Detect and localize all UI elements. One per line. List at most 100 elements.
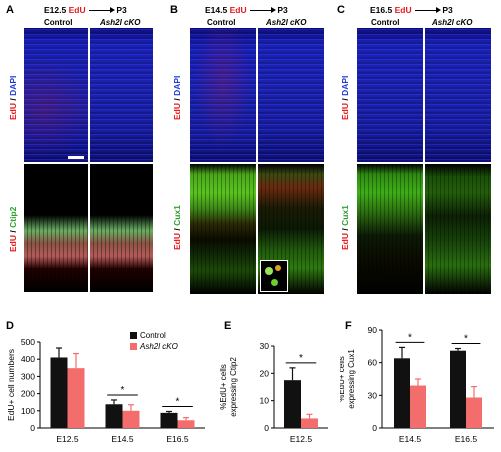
stain-edu: EdU xyxy=(340,103,350,120)
column-label-cko: Ash2l cKO xyxy=(100,18,141,27)
bar-control xyxy=(160,412,178,428)
arrow-icon xyxy=(249,7,276,14)
significance-star: * xyxy=(464,334,468,345)
y-tick-label: 60 xyxy=(368,358,378,368)
timeline-marker: EdU xyxy=(394,5,412,15)
x-tick-label: E12.5 xyxy=(290,434,312,444)
stain-sep: / xyxy=(8,95,18,103)
stain-marker: Cux1 xyxy=(340,205,350,226)
stain-sep: / xyxy=(8,227,18,235)
timeline-start: E12.5 xyxy=(44,5,67,15)
stain-edu: EdU xyxy=(8,103,18,120)
y-tick-label: 0 xyxy=(264,423,269,433)
y-tick-label: 500 xyxy=(21,337,35,347)
timeline-marker: EdU xyxy=(229,5,247,15)
x-tick-label: E16.5 xyxy=(455,434,477,444)
micrograph-c-cko-dapi xyxy=(425,28,491,162)
timeline-start: E16.5 xyxy=(370,5,393,15)
panel-letter-a: A xyxy=(6,4,14,16)
timeline-c: E16.5 EdU P3 xyxy=(370,5,453,15)
significance-star: * xyxy=(408,332,412,343)
bar-control xyxy=(284,380,301,428)
timeline-b: E14.5 EdU P3 xyxy=(205,5,288,15)
inset-cell xyxy=(275,265,281,271)
micrograph-b-control-cux1 xyxy=(190,164,256,294)
panel-letter-b: B xyxy=(170,4,178,16)
stain-edu: EdU xyxy=(172,233,182,250)
legend-label: Control xyxy=(140,331,166,340)
column-label-cko: Ash2l cKO xyxy=(266,18,307,27)
x-tick-label: E12.5 xyxy=(56,434,78,444)
y-axis-label: %EdU+ cells xyxy=(219,364,228,410)
scale-bar xyxy=(68,156,84,159)
panel-letter-f: F xyxy=(345,320,352,332)
timeline-end: P3 xyxy=(442,5,453,15)
timeline-end: P3 xyxy=(277,5,288,15)
stain-sep: / xyxy=(340,225,350,233)
stain-label-bottom: EdU / Cux1 xyxy=(172,205,182,250)
bar-cko xyxy=(177,420,195,428)
y-tick-label: 30 xyxy=(368,390,378,400)
timeline-a: E12.5 EdU P3 xyxy=(44,5,127,15)
y-axis-label: expressing Ctip2 xyxy=(229,357,238,417)
column-label-control: Control xyxy=(371,18,400,27)
significance-star: * xyxy=(176,396,180,407)
inset-cell xyxy=(265,267,273,275)
micrograph-a-control-dapi xyxy=(24,28,88,162)
y-tick-label: 300 xyxy=(21,371,35,381)
y-axis-label: %EdU+ cells xyxy=(340,356,346,402)
timeline-start: E14.5 xyxy=(205,5,228,15)
y-tick-label: 0 xyxy=(372,423,377,433)
bar-cko xyxy=(67,368,85,428)
stain-sep: / xyxy=(172,95,182,103)
micrograph-c-cko-cux1 xyxy=(425,164,491,294)
y-tick-label: 0 xyxy=(30,423,35,433)
panel-letter-d: D xyxy=(6,320,14,332)
micrograph-b-cko-dapi xyxy=(258,28,324,162)
panel-letter-e: E xyxy=(224,320,232,332)
x-tick-label: E14.5 xyxy=(111,434,133,444)
y-tick-label: 400 xyxy=(21,354,35,364)
significance-star: * xyxy=(299,353,303,364)
stain-label-top: EdU / DAPI xyxy=(8,76,18,120)
stain-label-top: EdU / DAPI xyxy=(172,76,182,120)
y-axis-label: expressing Cux1 xyxy=(347,349,356,409)
arrow-icon xyxy=(88,7,115,14)
y-tick-label: 200 xyxy=(21,389,35,399)
micrograph-c-control-cux1 xyxy=(357,164,423,294)
stain-dapi: DAPI xyxy=(172,75,182,96)
y-tick-label: 30 xyxy=(260,341,270,351)
stain-marker: Ctip2 xyxy=(8,206,18,228)
column-label-control: Control xyxy=(44,18,73,27)
x-tick-label: E16.5 xyxy=(166,434,188,444)
stain-edu: EdU xyxy=(172,103,182,120)
y-tick-label: 20 xyxy=(260,368,270,378)
stain-edu: EdU xyxy=(8,235,18,252)
stain-marker: Cux1 xyxy=(172,205,182,226)
y-axis-label: EdU+ cell numbers xyxy=(6,349,16,421)
column-label-cko: Ash2l cKO xyxy=(432,18,473,27)
inset-zoom xyxy=(260,260,288,292)
bar-cko xyxy=(466,397,482,428)
chart-f: 0 30 60 90 %EdU+ cells expressing Cux1 E14.5 * E… xyxy=(340,325,494,444)
legend-label: Ash2l cKO xyxy=(139,342,178,351)
panel-letter-c: C xyxy=(337,4,345,16)
micrograph-c-control-dapi xyxy=(357,28,423,162)
stain-label-bottom: EdU / Cux1 xyxy=(340,205,350,250)
y-tick-label: 10 xyxy=(260,396,270,406)
x-tick-label: E14.5 xyxy=(399,434,421,444)
inset-cell xyxy=(271,279,278,286)
stain-label-top: EdU / DAPI xyxy=(340,76,350,120)
bar-control xyxy=(50,357,68,428)
column-label-control: Control xyxy=(207,18,236,27)
bar-cko xyxy=(410,385,426,428)
stain-sep: / xyxy=(172,225,182,233)
legend-swatch xyxy=(130,343,137,350)
chart-e: 0 10 20 30 %EdU+ cells expressing Ctip2 E12.5 * xyxy=(219,341,328,444)
y-tick-label: 100 xyxy=(21,406,35,416)
legend-swatch xyxy=(130,332,137,339)
y-tick-label: 90 xyxy=(368,325,378,335)
stain-dapi: DAPI xyxy=(8,75,18,96)
timeline-marker: EdU xyxy=(68,5,86,15)
arrow-icon xyxy=(414,7,441,14)
